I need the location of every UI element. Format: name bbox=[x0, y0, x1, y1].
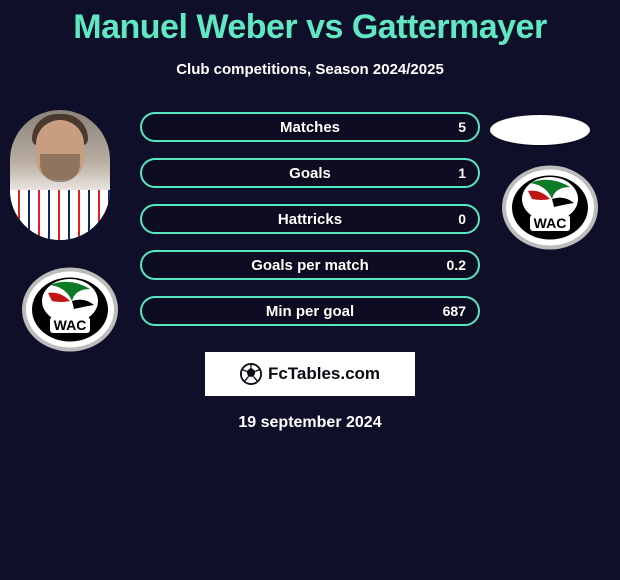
stat-value: 5 bbox=[458, 119, 466, 135]
snapshot-date: 19 september 2024 bbox=[0, 414, 620, 432]
club-badge-right: WAC bbox=[500, 165, 600, 250]
stat-value: 0.2 bbox=[447, 257, 466, 273]
stat-row-matches: Matches 5 bbox=[140, 112, 480, 142]
stat-row-goals: Goals 1 bbox=[140, 158, 480, 188]
wac-badge-icon: WAC bbox=[500, 165, 600, 250]
stat-row-min-per-goal: Min per goal 687 bbox=[140, 296, 480, 326]
stats-list: Matches 5 Goals 1 Hattricks 0 Goals per … bbox=[140, 110, 480, 326]
stat-label: Min per goal bbox=[142, 303, 478, 320]
photo-shirt-shape bbox=[10, 190, 110, 240]
svg-text:WAC: WAC bbox=[54, 317, 87, 333]
page-title: Manuel Weber vs Gattermayer bbox=[0, 0, 620, 47]
stat-label: Matches bbox=[142, 119, 478, 136]
stat-value: 687 bbox=[443, 303, 466, 319]
player-photo-left bbox=[10, 110, 110, 240]
site-badge: FcTables.com bbox=[205, 352, 415, 396]
stat-label: Hattricks bbox=[142, 211, 478, 228]
player-photo-right-placeholder bbox=[490, 115, 590, 145]
football-icon bbox=[240, 363, 262, 385]
stat-value: 0 bbox=[458, 211, 466, 227]
photo-beard-shape bbox=[40, 154, 80, 182]
stat-value: 1 bbox=[458, 165, 466, 181]
stat-row-goals-per-match: Goals per match 0.2 bbox=[140, 250, 480, 280]
club-badge-left: WAC bbox=[20, 267, 120, 352]
svg-text:WAC: WAC bbox=[534, 215, 567, 231]
comparison-layout: WAC WAC Matches 5 Goals 1 Hattricks 0 bbox=[0, 110, 620, 432]
site-name: FcTables.com bbox=[268, 364, 380, 384]
stat-row-hattricks: Hattricks 0 bbox=[140, 204, 480, 234]
stat-label: Goals per match bbox=[142, 257, 478, 274]
wac-badge-icon: WAC bbox=[20, 267, 120, 352]
stat-label: Goals bbox=[142, 165, 478, 182]
page-subtitle: Club competitions, Season 2024/2025 bbox=[0, 61, 620, 78]
